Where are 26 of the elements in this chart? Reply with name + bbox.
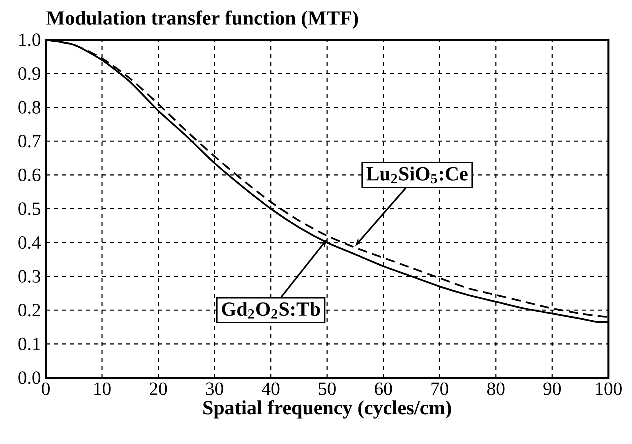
annotation: Gd$_{2}$O$_{2}$S:Tb: [222, 302, 320, 319]
x-tick-label: 80: [488, 382, 505, 396]
y-tick-label: 0.8: [18, 101, 41, 114]
x-tick-label: 100: [596, 382, 622, 396]
y-tick-label: 0.0: [18, 372, 41, 384]
y-tick-label: 0.5: [18, 202, 41, 216]
annotation: Lu$_{2}$SiO$_{5}$:Ce: [366, 166, 468, 184]
y-tick-label: 0.2: [18, 304, 40, 317]
y-tick-label: 0.9: [18, 67, 41, 80]
x-tick-label: 0: [42, 382, 50, 396]
x-tick-label: 50: [319, 382, 336, 396]
x-tick-label: 70: [432, 382, 448, 396]
y-tick-label: 0.4: [18, 236, 42, 250]
x-axis-title: Spatial frequency (cycles/cm): [204, 400, 452, 419]
x-tick-label: 20: [150, 382, 168, 396]
x-tick-label: 90: [544, 382, 562, 396]
y-tick-label: 0.1: [18, 338, 40, 351]
chart-title: Modulation transfer function (MTF): [46, 10, 358, 30]
x-tick-label: 60: [375, 382, 392, 396]
y-tick-label: 0.6: [18, 168, 41, 182]
x-tick-label: 30: [206, 382, 224, 396]
x-tick-label: 10: [94, 382, 111, 396]
x-tick-label: 40: [262, 382, 280, 396]
y-tick-label: 0.3: [18, 270, 41, 283]
y-tick-label: 1.0: [20, 34, 41, 46]
y-tick-label: 0.7: [18, 135, 41, 148]
